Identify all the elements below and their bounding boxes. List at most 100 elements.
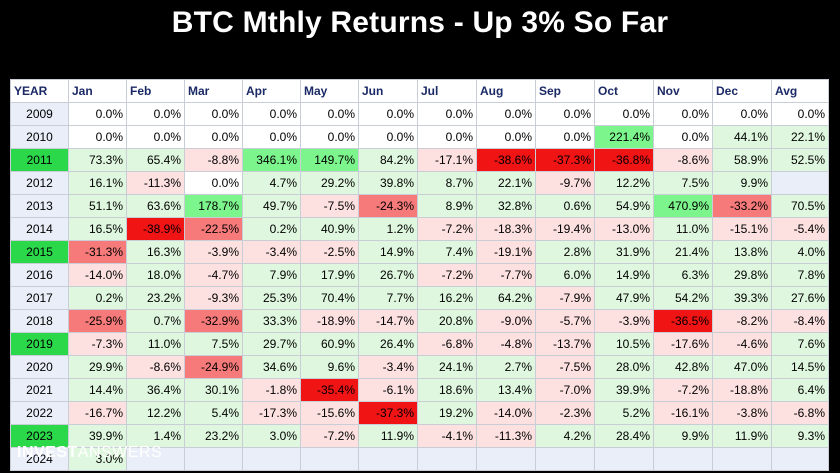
return-cell: -6.8% — [417, 332, 477, 356]
return-cell: -11.3% — [126, 171, 185, 195]
return-cell: 34.6% — [242, 355, 301, 379]
return-cell: -14.0% — [68, 263, 127, 287]
return-cell: -35.4% — [300, 378, 359, 402]
return-cell: 7.7% — [358, 286, 418, 310]
return-cell: -8.6% — [126, 355, 185, 379]
return-cell: 19.2% — [417, 401, 477, 425]
table-row: 2016 -14.0% 18.0% -4.7% 7.9% 17.9% 26.7% -7.2% -… — [10, 263, 829, 287]
table-row: 2019 -7.3% 11.0% 7.5% 29.7% 60.9% 26.4% -6.8% -4… — [10, 332, 829, 356]
column-header: May — [300, 79, 359, 103]
return-cell: 0.0% — [184, 102, 243, 126]
return-cell: 7.5% — [184, 332, 243, 356]
average-cell: -8.4% — [771, 309, 829, 333]
return-cell: 2.8% — [535, 240, 595, 264]
return-cell: -7.0% — [535, 378, 595, 402]
year-cell: 2015 — [10, 240, 69, 264]
return-cell: 31.9% — [594, 240, 654, 264]
return-cell: -24.9% — [184, 355, 243, 379]
return-cell — [358, 447, 418, 471]
return-cell: 36.4% — [126, 378, 185, 402]
return-cell: 0.0% — [300, 102, 359, 126]
return-cell: 0.0% — [653, 102, 713, 126]
return-cell: -9.0% — [476, 309, 536, 333]
return-cell: -7.2% — [417, 217, 477, 241]
return-cell: -22.5% — [184, 217, 243, 241]
return-cell: 221.4% — [594, 125, 654, 149]
table-row: 2023 39.9% 1.4% 23.2% 3.0% -7.2% 11.9% -4.1% -11… — [10, 424, 829, 448]
return-cell: 0.0% — [242, 102, 301, 126]
return-cell: 9.9% — [712, 171, 772, 195]
table-row: 2015 -31.3% 16.3% -3.9% -3.4% -2.5% 14.9% 7.4% -… — [10, 240, 829, 264]
return-cell: -17.6% — [653, 332, 713, 356]
return-cell: -7.7% — [476, 263, 536, 287]
table-row: 2010 0.0% 0.0% 0.0% 0.0% 0.0% 0.0% 0.0% 0.0% 0.0%… — [10, 125, 829, 149]
column-header: Mar — [184, 79, 243, 103]
return-cell: 32.8% — [476, 194, 536, 218]
return-cell: 73.3% — [68, 148, 127, 172]
return-cell: 12.2% — [126, 401, 185, 425]
year-cell: 2017 — [10, 286, 69, 310]
column-header: Sep — [535, 79, 595, 103]
average-cell: 22.1% — [771, 125, 829, 149]
return-cell: -18.9% — [300, 309, 359, 333]
return-cell: 14.9% — [358, 240, 418, 264]
return-cell: 5.2% — [594, 401, 654, 425]
return-cell: -33.2% — [712, 194, 772, 218]
returns-table: YEAR Jan Feb Mar Apr May Jun Jul Aug Sep Oct Nov Dec… — [10, 79, 829, 471]
return-cell: 16.2% — [417, 286, 477, 310]
return-cell: 0.0% — [594, 102, 654, 126]
return-cell: -18.3% — [476, 217, 536, 241]
average-cell: 4.0% — [771, 240, 829, 264]
return-cell: -13.0% — [594, 217, 654, 241]
return-cell: 58.9% — [712, 148, 772, 172]
return-cell: 0.0% — [68, 125, 127, 149]
year-cell: 2024 — [10, 447, 69, 471]
return-cell: -4.8% — [476, 332, 536, 356]
return-cell: 11.0% — [653, 217, 713, 241]
return-cell: -14.7% — [358, 309, 418, 333]
return-cell: 3.0% — [68, 447, 127, 471]
return-cell: 63.6% — [126, 194, 185, 218]
return-cell: 9.9% — [653, 424, 713, 448]
return-cell: 84.2% — [358, 148, 418, 172]
return-cell: 0.0% — [300, 125, 359, 149]
return-cell: 0.0% — [535, 125, 595, 149]
return-cell: 7.4% — [417, 240, 477, 264]
return-cell: 20.8% — [417, 309, 477, 333]
return-cell: 54.9% — [594, 194, 654, 218]
return-cell: 149.7% — [300, 148, 359, 172]
return-cell: 51.1% — [68, 194, 127, 218]
return-cell: 49.7% — [242, 194, 301, 218]
return-cell — [535, 447, 595, 471]
average-cell: 70.5% — [771, 194, 829, 218]
return-cell: 12.2% — [594, 171, 654, 195]
return-cell: 26.4% — [358, 332, 418, 356]
return-cell: 21.4% — [653, 240, 713, 264]
return-cell: 7.9% — [242, 263, 301, 287]
return-cell: 11.9% — [712, 424, 772, 448]
return-cell: 0.0% — [358, 125, 418, 149]
return-cell: 6.3% — [653, 263, 713, 287]
return-cell: 39.3% — [712, 286, 772, 310]
return-cell: 26.7% — [358, 263, 418, 287]
return-cell: -15.6% — [300, 401, 359, 425]
column-header: Jul — [417, 79, 477, 103]
return-cell: 178.7% — [184, 194, 243, 218]
return-cell: -31.3% — [68, 240, 127, 264]
return-cell: 5.4% — [184, 401, 243, 425]
return-cell: -7.2% — [417, 263, 477, 287]
return-cell: 39.9% — [594, 378, 654, 402]
year-cell: 2010 — [10, 125, 69, 149]
return-cell: 0.0% — [653, 125, 713, 149]
return-cell: -8.2% — [712, 309, 772, 333]
return-cell: 470.9% — [653, 194, 713, 218]
average-cell: 0.0% — [771, 102, 829, 126]
return-cell: 0.0% — [476, 102, 536, 126]
year-cell: 2014 — [10, 217, 69, 241]
table-row: 2022 -16.7% 12.2% 5.4% -17.3% -15.6% -37.3% 19.… — [10, 401, 829, 425]
average-cell: 7.6% — [771, 332, 829, 356]
return-cell: 0.0% — [126, 102, 185, 126]
return-cell — [184, 447, 243, 471]
return-cell: 28.4% — [594, 424, 654, 448]
return-cell: 23.2% — [184, 424, 243, 448]
